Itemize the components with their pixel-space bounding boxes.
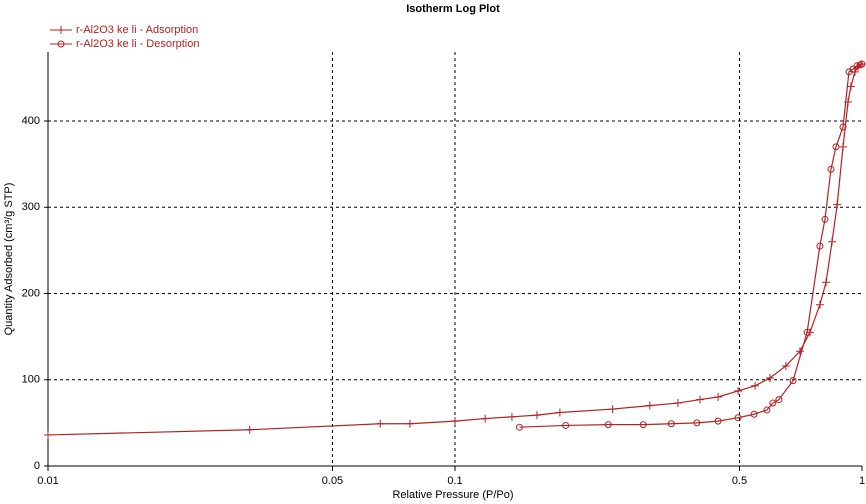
marker	[481, 414, 490, 423]
y-tick-label: 100	[22, 374, 40, 386]
y-tick-label: 200	[22, 287, 40, 299]
marker	[405, 419, 414, 428]
marker	[839, 123, 847, 131]
marker	[696, 395, 705, 404]
marker	[44, 430, 52, 439]
marker	[734, 414, 742, 422]
marker	[832, 143, 840, 151]
marker	[833, 200, 842, 209]
legend-text: r-Al2O3 ke li - Desorption	[76, 38, 200, 50]
marker	[645, 401, 654, 410]
marker	[803, 328, 811, 336]
marker	[853, 62, 861, 70]
y-tick-label: 400	[22, 115, 40, 127]
marker	[845, 68, 853, 76]
marker	[838, 142, 847, 151]
marker	[507, 412, 516, 421]
chart-title: Isotherm Log Plot	[406, 3, 500, 15]
marker	[822, 278, 831, 287]
marker	[57, 40, 65, 48]
marker	[532, 411, 541, 420]
x-tick-label: 1	[859, 475, 865, 487]
x-tick-label: 0.01	[37, 475, 58, 487]
marker	[795, 347, 804, 356]
y-tick-label: 300	[22, 201, 40, 213]
marker	[827, 165, 835, 173]
marker	[608, 405, 617, 414]
marker	[376, 419, 385, 428]
marker	[765, 374, 774, 383]
x-tick-label: 0.05	[322, 475, 343, 487]
marker	[846, 82, 855, 91]
marker	[763, 406, 771, 414]
x-axis-label: Relative Pressure (P/Po)	[392, 489, 513, 501]
marker	[734, 386, 743, 395]
marker	[828, 237, 837, 246]
marker	[639, 421, 647, 429]
marker	[57, 26, 65, 34]
y-axis-label: Quantity Adsorbed (cm³/g STP)	[3, 183, 15, 336]
marker	[667, 420, 675, 428]
marker	[714, 393, 723, 401]
legend-text: r-Al2O3 ke li - Adsorption	[76, 24, 198, 36]
marker	[515, 423, 523, 431]
series-line	[47, 63, 862, 436]
marker	[555, 408, 564, 417]
y-tick-label: 0	[34, 460, 40, 472]
marker	[604, 421, 612, 429]
marker	[816, 242, 824, 250]
marker	[815, 300, 824, 309]
marker	[789, 377, 797, 385]
marker	[750, 410, 758, 418]
marker	[451, 417, 459, 426]
marker	[714, 417, 722, 425]
marker	[775, 396, 783, 404]
marker	[673, 399, 682, 408]
marker	[781, 361, 790, 370]
series-line	[519, 63, 863, 428]
marker	[856, 61, 864, 69]
marker	[562, 421, 570, 429]
x-tick-label: 0.1	[447, 475, 462, 487]
marker	[821, 215, 829, 223]
marker	[751, 381, 760, 390]
marker	[245, 425, 254, 434]
marker	[769, 399, 777, 407]
x-tick-label: 0.5	[732, 475, 747, 487]
marker	[693, 419, 701, 427]
